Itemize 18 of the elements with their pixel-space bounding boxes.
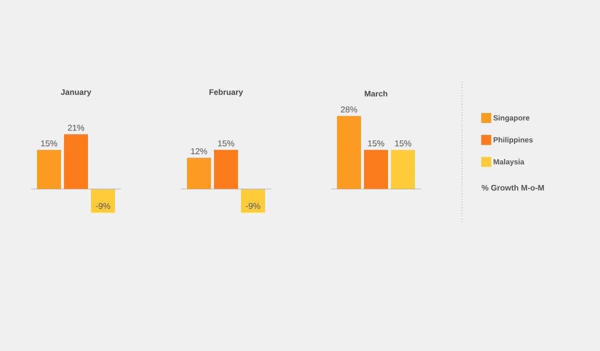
- bar: [37, 150, 61, 189]
- bar: [337, 116, 362, 189]
- data-label: -9%: [246, 202, 260, 209]
- bar: [187, 158, 211, 189]
- bar: [241, 188, 265, 212]
- bar: [364, 150, 388, 189]
- data-label: 15%: [395, 140, 412, 146]
- data-label: 15%: [368, 140, 384, 146]
- bar: [214, 150, 238, 189]
- data-label: 21%: [68, 124, 84, 131]
- data-label: 12%: [191, 148, 208, 154]
- bar: [391, 150, 416, 189]
- bar: [64, 134, 88, 189]
- data-label: 15%: [41, 140, 58, 146]
- data-label: 28%: [340, 106, 358, 112]
- data-label: -9%: [96, 202, 110, 209]
- bar: [91, 188, 115, 212]
- data-label: 15%: [218, 140, 234, 146]
